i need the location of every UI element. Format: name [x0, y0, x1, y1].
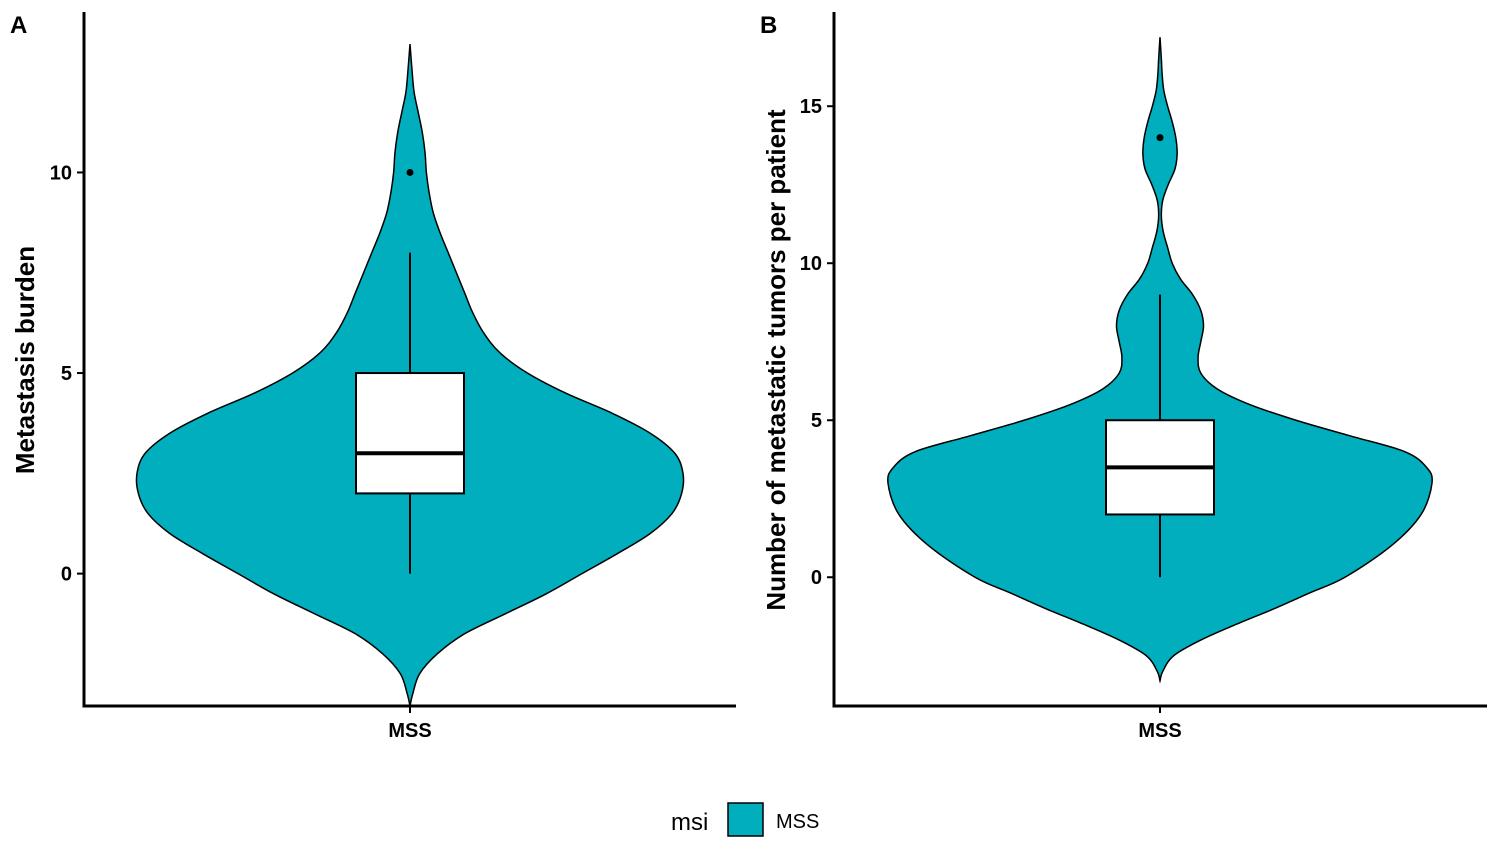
panel-a-y-tick-label: 10	[50, 162, 72, 184]
legend-swatch-mss	[727, 802, 764, 837]
panel-a-tag: A	[10, 12, 27, 39]
panel-b-y-tick-label: 15	[800, 96, 822, 118]
panel-a-box-iqr	[355, 372, 465, 495]
panel-a-y-axis-title: Metastasis burden	[10, 246, 40, 474]
legend-label-mss: MSS	[776, 811, 819, 833]
panel-b-y-tick-label: 5	[811, 410, 822, 432]
panel-a-y-tick-label: 5	[61, 363, 72, 385]
panel-b-y-tick-label: 10	[800, 253, 822, 275]
panel-a: A Metastasis burden MSS 0 5 10	[10, 12, 736, 742]
panel-b-tag: B	[760, 12, 777, 39]
panel-a-outlier-point	[406, 168, 414, 176]
panel-b-y-axis-title: Number of metastatic tumors per patient	[761, 109, 791, 611]
panel-b-outlier-point	[1156, 134, 1164, 142]
legend: msi MSS	[671, 802, 819, 837]
panel-b-x-tick-label-mss: MSS	[1138, 720, 1181, 742]
panel-b: B Number of metastatic tumors per patien…	[760, 12, 1487, 742]
panel-b-y-tick-label: 0	[811, 567, 822, 589]
panel-a-y-tick-label: 0	[61, 564, 72, 586]
legend-title: msi	[671, 809, 708, 836]
panel-a-x-tick-label-mss: MSS	[388, 720, 431, 742]
panel-b-plot-area	[887, 37, 1433, 684]
panel-a-plot-area	[135, 44, 685, 707]
